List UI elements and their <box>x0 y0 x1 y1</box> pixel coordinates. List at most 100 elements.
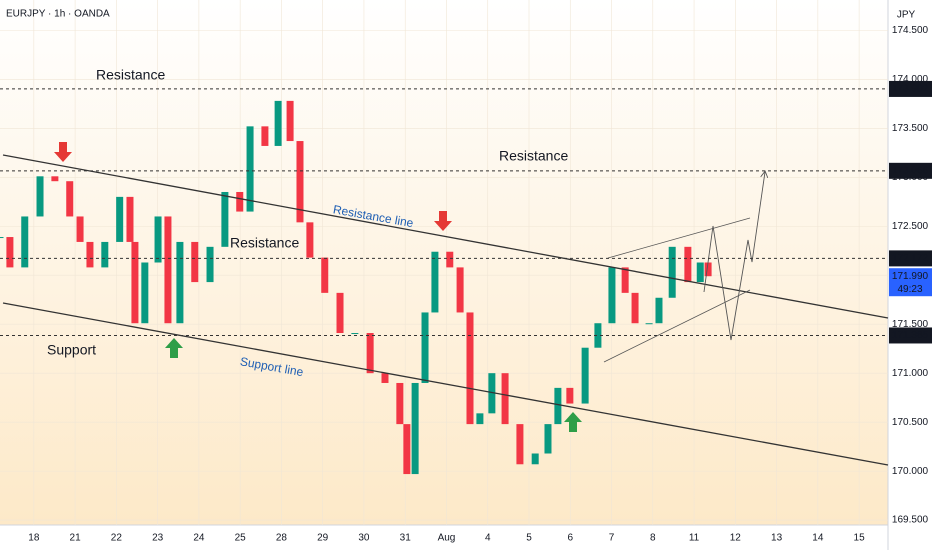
candle <box>116 196 124 242</box>
candle <box>421 312 429 383</box>
x-tick-label: 8 <box>650 533 656 544</box>
level-tag <box>889 162 932 179</box>
x-tick-label: 13 <box>771 533 783 544</box>
candle <box>684 246 692 283</box>
last-price-tag <box>889 268 932 297</box>
candle <box>36 176 44 217</box>
candle <box>466 312 474 425</box>
x-tick-label: 25 <box>235 533 247 544</box>
countdown-label: 49:23 <box>897 284 922 295</box>
currency-label: JPY <box>897 10 916 21</box>
x-tick-label: 11 <box>689 533 700 544</box>
x-tick-label: 12 <box>730 533 742 544</box>
x-tick-label: 21 <box>70 533 82 544</box>
x-tick-label: 24 <box>193 533 205 544</box>
candle <box>306 222 314 258</box>
x-tick-label: 30 <box>358 533 370 544</box>
candle <box>594 323 602 348</box>
annotation: Resistance <box>230 235 299 251</box>
candle <box>381 373 389 383</box>
y-tick-label: 171.500 <box>892 319 929 330</box>
candle <box>141 262 149 324</box>
candle <box>164 216 172 324</box>
candle <box>411 382 419 475</box>
candle <box>554 387 562 425</box>
candle <box>544 424 552 454</box>
candle <box>531 453 539 465</box>
time-axis-panel <box>0 525 888 550</box>
level-tag-label: 171.385 <box>892 330 929 341</box>
level-tag <box>889 327 932 344</box>
candle <box>21 216 29 268</box>
candle <box>321 257 329 293</box>
x-tick-label: 6 <box>567 533 573 544</box>
arrows <box>54 142 582 432</box>
candle <box>631 292 639 324</box>
candle <box>86 241 94 268</box>
y-tick-label: 171.000 <box>892 368 929 379</box>
x-tick-label: Aug <box>438 533 456 544</box>
candle <box>176 241 184 324</box>
x-tick-label: 28 <box>276 533 288 544</box>
candle <box>645 323 653 325</box>
level-tag-label: 173.066 <box>892 165 929 176</box>
resistance-trendline <box>2 154 889 319</box>
wedge-line <box>603 289 751 363</box>
level-tag <box>889 250 932 267</box>
candle <box>351 333 359 335</box>
last-price-label: 171.990 <box>892 271 929 282</box>
candle <box>516 424 524 465</box>
candle <box>76 216 84 242</box>
x-tick-label: 15 <box>854 533 866 544</box>
candle <box>66 181 74 217</box>
candle <box>206 246 214 283</box>
candle <box>6 237 14 268</box>
x-tick-label: 5 <box>526 533 532 544</box>
candle <box>246 126 254 212</box>
down-arrow <box>434 211 452 231</box>
candle <box>566 387 574 404</box>
up-arrow <box>564 412 582 432</box>
candle <box>668 246 676 298</box>
candle <box>608 267 616 324</box>
candle <box>236 191 244 212</box>
candle <box>221 191 229 247</box>
candle <box>396 382 404 425</box>
level-tag-label: 172.172 <box>892 253 929 264</box>
y-tick-label: 169.500 <box>892 515 929 526</box>
candle <box>446 251 454 268</box>
candle <box>501 373 509 425</box>
candle <box>101 241 109 268</box>
x-tick-label: 4 <box>485 533 491 544</box>
symbol-header: EURJPY · 1h · OANDA <box>6 9 110 20</box>
candle <box>126 196 134 242</box>
candle <box>0 237 4 239</box>
marks <box>0 0 888 525</box>
candle <box>655 297 663 324</box>
candle <box>431 251 439 313</box>
y-tick-label: 170.500 <box>892 417 929 428</box>
down-arrow <box>54 142 72 162</box>
candle <box>696 262 704 283</box>
candle <box>366 333 374 374</box>
y-tick-label: 172.500 <box>892 221 929 232</box>
y-tick-label: 170.000 <box>892 466 929 477</box>
candle <box>403 424 411 475</box>
annotation: Support <box>47 342 96 358</box>
candle <box>488 373 496 414</box>
x-tick-label: 7 <box>609 533 615 544</box>
y-tick-label: 174.500 <box>892 25 929 36</box>
support-trendline <box>2 302 889 466</box>
candle <box>704 262 712 277</box>
x-tick-label: 23 <box>152 533 164 544</box>
x-tick-label: 29 <box>317 533 329 544</box>
candle <box>154 216 162 263</box>
y-tick-label: 174.000 <box>892 74 929 85</box>
x-tick-label: 18 <box>28 533 40 544</box>
annotation: Resistance <box>96 67 165 83</box>
projection-path <box>703 172 765 341</box>
y-tick-label: 173.500 <box>892 123 929 134</box>
level-tag <box>889 80 932 97</box>
